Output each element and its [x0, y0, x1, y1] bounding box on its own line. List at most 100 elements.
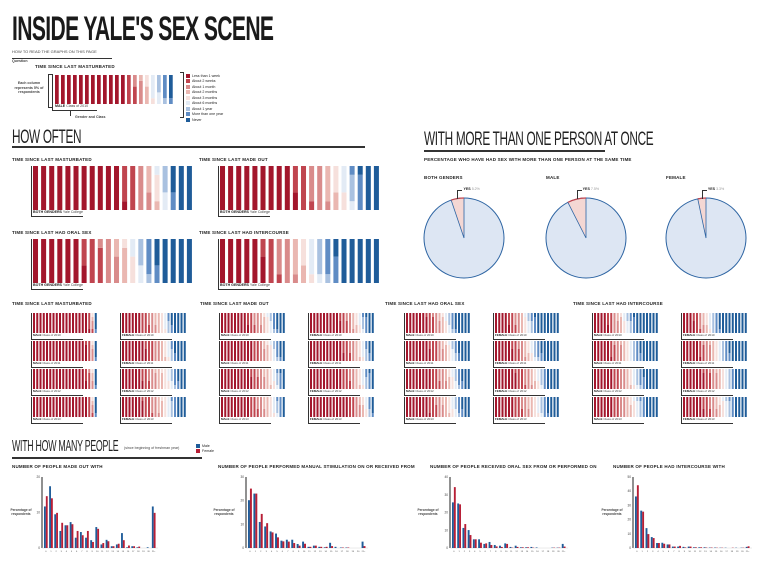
column-segment: [88, 369, 91, 373]
leader-line: [701, 190, 707, 191]
legend-item: About 1 month: [186, 84, 223, 90]
column-segment: [530, 321, 533, 333]
column-segment: [256, 313, 259, 333]
column-segment: [230, 341, 233, 361]
column-segment: [161, 313, 164, 333]
column-segment: [61, 75, 65, 104]
column-segment: [547, 369, 550, 389]
x-tick-label: 2: [56, 551, 58, 553]
section-question: TIME SINCE LAST HAD INTERCOURSE: [573, 301, 663, 306]
column-segment: [177, 313, 180, 333]
male-bar: [59, 530, 62, 548]
divider: [592, 395, 644, 396]
column-segment: [131, 397, 134, 417]
column-segment: [451, 341, 454, 349]
class-label: Class of 2013: [696, 416, 715, 421]
column-segment: [365, 377, 368, 389]
column-segment: [365, 317, 368, 333]
column-segment: [224, 341, 227, 361]
column-segment: [240, 313, 243, 333]
column-segment: [52, 341, 55, 361]
pie-chart: [665, 197, 747, 279]
column-segment: [266, 313, 269, 317]
female-bar: [500, 546, 503, 548]
column-segment: [183, 341, 186, 361]
column-segment: [451, 369, 454, 377]
column-segment: [349, 174, 355, 202]
male-bar: [561, 543, 564, 548]
column-segment: [349, 353, 352, 361]
column-segment: [244, 166, 250, 210]
male-bar: [100, 544, 103, 548]
column-segment: [352, 397, 355, 417]
column-segment: [81, 369, 84, 389]
column-segment: [91, 381, 94, 389]
column-segment: [282, 397, 285, 417]
column-segment: [349, 313, 352, 333]
gender-label: MALE: [221, 332, 230, 337]
column-segment: [649, 369, 652, 389]
legend-label: About 3 months: [192, 95, 218, 100]
column-segment: [543, 313, 546, 333]
column-segment: [234, 397, 237, 417]
column-segment: [339, 341, 342, 361]
column-segment: [725, 397, 728, 401]
gender-label: FEMALE: [310, 332, 323, 337]
column-segment: [699, 397, 702, 417]
column-segment: [461, 397, 464, 409]
column-segment: [276, 397, 279, 401]
column-segment: [362, 313, 365, 317]
x-tick-label: 6: [668, 551, 670, 553]
divider: [12, 146, 365, 148]
column-segment: [167, 381, 170, 389]
column-segment: [705, 369, 708, 389]
column-segment: [451, 397, 454, 409]
divider: [218, 289, 270, 290]
male-swatch: [196, 443, 200, 448]
column-segment: [122, 239, 128, 248]
column-segment: [498, 313, 501, 333]
x-tick-label: 6: [282, 551, 284, 553]
column-segment: [141, 381, 144, 389]
column-segment: [65, 341, 68, 361]
column-segment: [458, 413, 461, 417]
column-segment: [438, 381, 441, 389]
column-segment: [326, 397, 329, 417]
column-segment: [495, 369, 498, 389]
column-segment: [316, 313, 319, 333]
column-segment: [373, 166, 379, 210]
gender-label: MALE: [594, 332, 603, 337]
class-label: Class of 2013: [508, 416, 527, 421]
column-segment: [362, 385, 365, 389]
divider: [219, 339, 271, 340]
column-segment: [260, 341, 263, 361]
x-tick-label: 11: [694, 551, 697, 553]
male-bar: [136, 547, 139, 548]
gender-class: BOTH GENDERS Yale College: [33, 210, 83, 215]
column-segment: [130, 256, 136, 283]
column-segment: [49, 341, 52, 361]
column-segment: [428, 369, 431, 389]
column-segment: [636, 397, 639, 401]
column-segment: [445, 369, 448, 381]
axis: [31, 397, 32, 423]
column-segment: [59, 341, 62, 361]
column-segment: [325, 166, 331, 202]
gender-class: MALE Class of 2011: [406, 361, 433, 365]
divider: [52, 110, 97, 111]
x-tick-label: 20: [357, 551, 360, 553]
column-segment: [422, 313, 425, 333]
example-column-chart: [55, 75, 173, 104]
class-label: Class of 2012: [415, 388, 434, 393]
column-segment: [91, 401, 94, 405]
column-segment: [230, 397, 233, 417]
column-segment: [151, 98, 155, 104]
column-segment: [91, 349, 94, 361]
column-segment: [146, 166, 152, 193]
column-segment: [699, 369, 702, 389]
gender-class: MALE Class of 2011: [221, 361, 248, 365]
column-segment: [91, 413, 94, 417]
x-tick-label: 12: [106, 551, 109, 553]
column-segment: [227, 341, 230, 361]
column-segment: [42, 341, 45, 361]
